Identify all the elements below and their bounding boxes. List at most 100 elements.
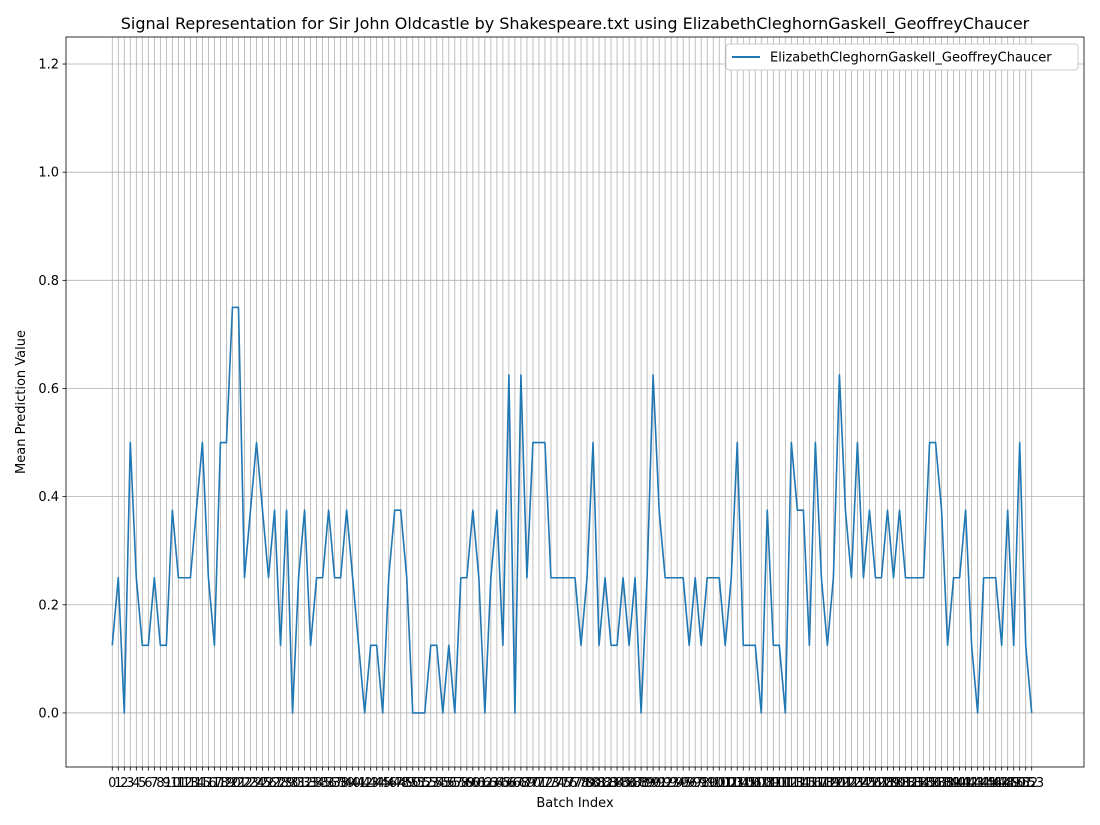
x-tick-label: 24 [248,776,265,791]
x-tick-label: 131 [887,776,912,791]
x-tick-label: 55 [435,776,452,791]
x-tick-label: 123 [839,776,864,791]
x-tick-label: 111 [767,776,792,791]
x-tick-label: 46 [380,776,397,791]
x-tick-label: 6 [144,776,152,791]
x-tick-label: 96 [681,776,698,791]
x-tick-label: 84 [609,776,626,791]
x-tick-label: 19 [218,776,235,791]
x-tick-label: 142 [953,776,978,791]
x-tick-label: 114 [785,776,810,791]
x-tick-label: 16 [200,776,217,791]
x-tick-label: 134 [905,776,930,791]
x-tick-label: 39 [338,776,355,791]
x-tick-label: 36 [320,776,337,791]
x-tick-label: 140 [941,776,966,791]
x-tick-label: 42 [356,776,373,791]
x-tick-label: 88 [633,776,650,791]
x-tick-label: 41 [350,776,367,791]
x-tick-label: 147 [983,776,1008,791]
x-tick-label: 29 [278,776,295,791]
chart-title: Signal Representation for Sir John Oldca… [121,14,1030,34]
x-tick-label: 130 [881,776,906,791]
y-tick-label: 0.2 [38,598,59,613]
x-tick-label: 143 [959,776,984,791]
x-tick-label: 50 [404,776,421,791]
x-tick-label: 137 [923,776,948,791]
x-tick-label: 97 [687,776,704,791]
x-tick-label: 22 [236,776,253,791]
x-tick-label: 60 [465,776,482,791]
x-tick-label: 81 [591,776,608,791]
x-tick-label: 115 [791,776,816,791]
x-tick-label: 113 [779,776,804,791]
x-tick-label: 127 [863,776,888,791]
x-tick-label: 92 [657,776,674,791]
legend-box [725,43,1079,71]
x-tick-label: 83 [603,776,620,791]
x-tick-label: 78 [573,776,590,791]
y-tick-label: 0.4 [38,490,59,505]
x-tick-label: 57 [447,776,464,791]
x-axis-label: Batch Index [536,796,614,811]
x-tick-label: 80 [585,776,602,791]
x-tick-label: 65 [495,776,512,791]
x-tick-label: 100 [701,776,726,791]
x-tick-label: 18 [212,776,229,791]
x-tick-label: 138 [929,776,954,791]
x-tick-label: 10 [164,776,181,791]
x-tick-label: 9 [162,776,170,791]
x-tick-label: 110 [761,776,786,791]
x-tick-label: 25 [254,776,271,791]
y-tick-label: 1.2 [38,58,59,73]
x-tick-label: 93 [663,776,680,791]
x-tick-label: 37 [326,776,343,791]
y-tick-label: 0.6 [38,382,59,397]
x-tick-label: 52 [416,776,433,791]
x-tick-label: 126 [857,776,882,791]
x-tick-label: 23 [242,776,259,791]
x-tick-label: 35 [314,776,331,791]
x-tick-label: 72 [537,776,554,791]
x-tick-label: 122 [833,776,858,791]
x-tick-label: 34 [308,776,325,791]
x-tick-label: 132 [893,776,918,791]
x-tick-label: 67 [507,776,524,791]
x-tick-label: 48 [392,776,409,791]
x-tick-label: 28 [272,776,289,791]
x-tick-label: 95 [675,776,692,791]
x-tick-label: 56 [441,776,458,791]
x-tick-label: 20 [224,776,241,791]
x-tick-label: 98 [693,776,710,791]
x-tick-label: 11 [170,776,187,791]
x-tick-label: 47 [386,776,403,791]
x-tick-label: 54 [429,776,446,791]
x-tick-label: 44 [368,776,385,791]
x-tick-label: 152 [1013,776,1038,791]
x-tick-label: 2 [120,776,128,791]
x-tick-label: 12 [176,776,193,791]
legend: ElizabethCleghornGaskell_GeoffreyChaucer [725,43,1079,71]
x-tick-label: 139 [935,776,960,791]
x-tick-label: 27 [266,776,283,791]
x-tick-label: 141 [947,776,972,791]
x-tick-label: 26 [260,776,277,791]
x-tick-label: 13 [182,776,199,791]
x-tick-label: 40 [344,776,361,791]
x-tick-label: 4 [132,776,140,791]
x-tick-label: 79 [579,776,596,791]
y-axis-ticks: 0.0 0.2 0.4 0.6 0.8 1.0 1.2 [38,58,66,721]
x-tick-label: 66 [501,776,518,791]
x-tick-label: 117 [803,776,828,791]
x-tick-label: 77 [567,776,584,791]
x-tick-label: 120 [821,776,846,791]
x-tick-label: 17 [206,776,223,791]
x-tick-label: 31 [290,776,307,791]
x-tick-label: 102 [713,776,738,791]
legend-label: ElizabethCleghornGaskell_GeoffreyChaucer [770,51,1052,66]
x-tick-label: 69 [519,776,536,791]
x-tick-label: 14 [188,776,205,791]
x-tick-label: 63 [483,776,500,791]
x-tick-label: 51 [410,776,427,791]
x-tick-label: 68 [513,776,530,791]
